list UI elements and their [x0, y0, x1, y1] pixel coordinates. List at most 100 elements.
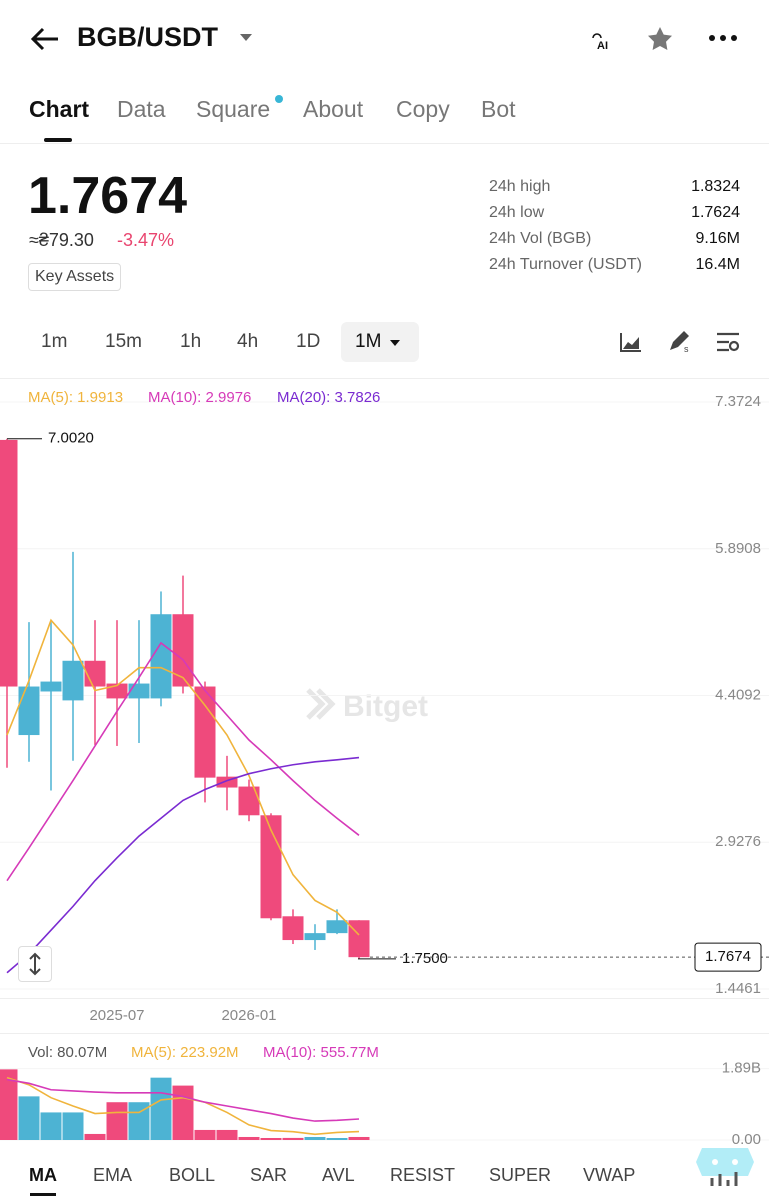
volume-bar	[84, 1133, 106, 1140]
indicator-tab[interactable]: BOLL	[169, 1165, 216, 1185]
indicator-tab[interactable]: AVL	[322, 1165, 355, 1185]
fiat-price: ≈₴79.30	[29, 230, 94, 250]
candle-body	[194, 686, 216, 778]
watermark-logo	[306, 688, 336, 720]
settings-icon[interactable]	[716, 332, 740, 352]
volume-bar	[194, 1129, 216, 1140]
indicator-underline	[30, 1193, 56, 1196]
candle-body	[282, 916, 304, 941]
x-tick-label: 2025-07	[89, 1007, 144, 1024]
indicator-tab[interactable]: RESIST	[390, 1165, 456, 1185]
ai-icon[interactable]: AI	[590, 30, 614, 52]
tab[interactable]: Copy	[396, 96, 450, 122]
pair-dropdown[interactable]	[240, 34, 252, 42]
tab[interactable]: Chart	[29, 96, 90, 122]
indicator-tab[interactable]: EMA	[93, 1165, 133, 1185]
ma-line	[6, 618, 360, 936]
candle-body	[304, 933, 326, 941]
last-price-box	[694, 942, 762, 972]
chart-type-icon[interactable]	[619, 331, 643, 353]
y-tick-label: 1.4461	[715, 980, 761, 997]
candle-body	[62, 660, 84, 701]
volume-bar	[260, 1137, 282, 1140]
candle-body	[348, 920, 370, 958]
stat-label: 24h high	[489, 178, 551, 195]
stat-label: 24h low	[489, 204, 545, 221]
x-tick-label: 2026-01	[221, 1007, 276, 1024]
volume-bar	[348, 1136, 370, 1140]
tab-underline	[44, 138, 72, 142]
interval-selected-bg	[341, 322, 419, 362]
indicator-tab[interactable]: SAR	[250, 1165, 288, 1185]
indicator-tab[interactable]: SUPER	[489, 1165, 552, 1185]
interval[interactable]: 1m	[41, 331, 68, 352]
candle-body	[260, 815, 282, 919]
ma-legend: MA(10): 2.9976	[148, 389, 251, 406]
draw-icon[interactable]: s	[667, 330, 693, 354]
favorite-star[interactable]	[647, 26, 673, 52]
candle-body	[84, 660, 106, 687]
volume-legend: Vol: 80.07M	[28, 1044, 107, 1061]
interval[interactable]: 4h	[237, 331, 259, 352]
interval-dropdown[interactable]	[390, 340, 400, 346]
more-menu[interactable]	[708, 34, 738, 42]
volume-bar	[282, 1137, 304, 1140]
candle-body	[18, 686, 40, 736]
volume-bar	[62, 1112, 84, 1140]
y-tick-label: 7.3724	[715, 393, 761, 410]
volume-ma-line	[6, 1076, 360, 1136]
interval[interactable]: 1D	[296, 331, 321, 352]
key-assets-badge[interactable]: Key Assets	[28, 263, 122, 291]
candle-body	[106, 683, 128, 699]
volume-bar	[40, 1112, 62, 1140]
y-tick-label: 4.4092	[715, 686, 761, 703]
interval[interactable]: 1M	[355, 331, 382, 352]
volume-bar	[106, 1102, 128, 1140]
back-button[interactable]	[30, 26, 60, 52]
volume-bar	[216, 1129, 238, 1140]
stat-label: 24h Turnover (USDT)	[489, 256, 642, 273]
pair-title[interactable]: BGB/USDT	[77, 22, 218, 52]
candle-body	[128, 683, 150, 699]
tab[interactable]: Bot	[481, 96, 516, 122]
stat-value: 9.16M	[695, 230, 740, 247]
candle-body	[40, 681, 62, 692]
stat-label: 24h Vol (BGB)	[489, 230, 592, 247]
volume-bar	[18, 1096, 40, 1140]
interval[interactable]: 15m	[105, 331, 142, 352]
divider	[0, 1033, 769, 1034]
svg-text:s: s	[684, 344, 689, 354]
divider	[0, 998, 769, 999]
indicator-tab[interactable]: MA	[29, 1165, 57, 1185]
indicator-bar	[0, 1150, 769, 1200]
candle-body	[216, 776, 238, 788]
svg-text:AI: AI	[597, 40, 608, 52]
volume-ma-legend: MA(5): 223.92M	[131, 1044, 239, 1061]
low-label: 1.7500	[402, 950, 448, 967]
stat-value: 1.8324	[691, 178, 740, 195]
ma-line	[6, 641, 360, 882]
volume-bar	[128, 1102, 150, 1140]
tab[interactable]: About	[303, 96, 364, 122]
interval[interactable]: 1h	[180, 331, 202, 352]
y-tick-label: 5.8908	[715, 540, 761, 557]
volume-bar	[326, 1137, 348, 1140]
y-tick-label: 1.89B	[722, 1060, 761, 1077]
candle-body	[0, 439, 18, 687]
notification-dot	[275, 95, 283, 103]
ma-legend: MA(5): 1.9913	[28, 389, 123, 406]
volume-bar	[304, 1136, 326, 1140]
tab[interactable]: Square	[196, 96, 271, 122]
watermark: Bitget	[343, 690, 428, 723]
assistant-icon[interactable]	[690, 1140, 760, 1190]
volume-ma-legend: MA(10): 555.77M	[263, 1044, 379, 1061]
tab[interactable]: Data	[117, 96, 166, 122]
indicator-tab[interactable]: VWAP	[583, 1165, 636, 1185]
last-price-label: 1.7674	[705, 948, 751, 965]
expand-button[interactable]	[18, 946, 52, 982]
divider	[0, 143, 769, 144]
high-label: 7.0020	[48, 430, 94, 447]
stat-value: 16.4M	[695, 256, 740, 273]
candle-body	[150, 614, 172, 699]
